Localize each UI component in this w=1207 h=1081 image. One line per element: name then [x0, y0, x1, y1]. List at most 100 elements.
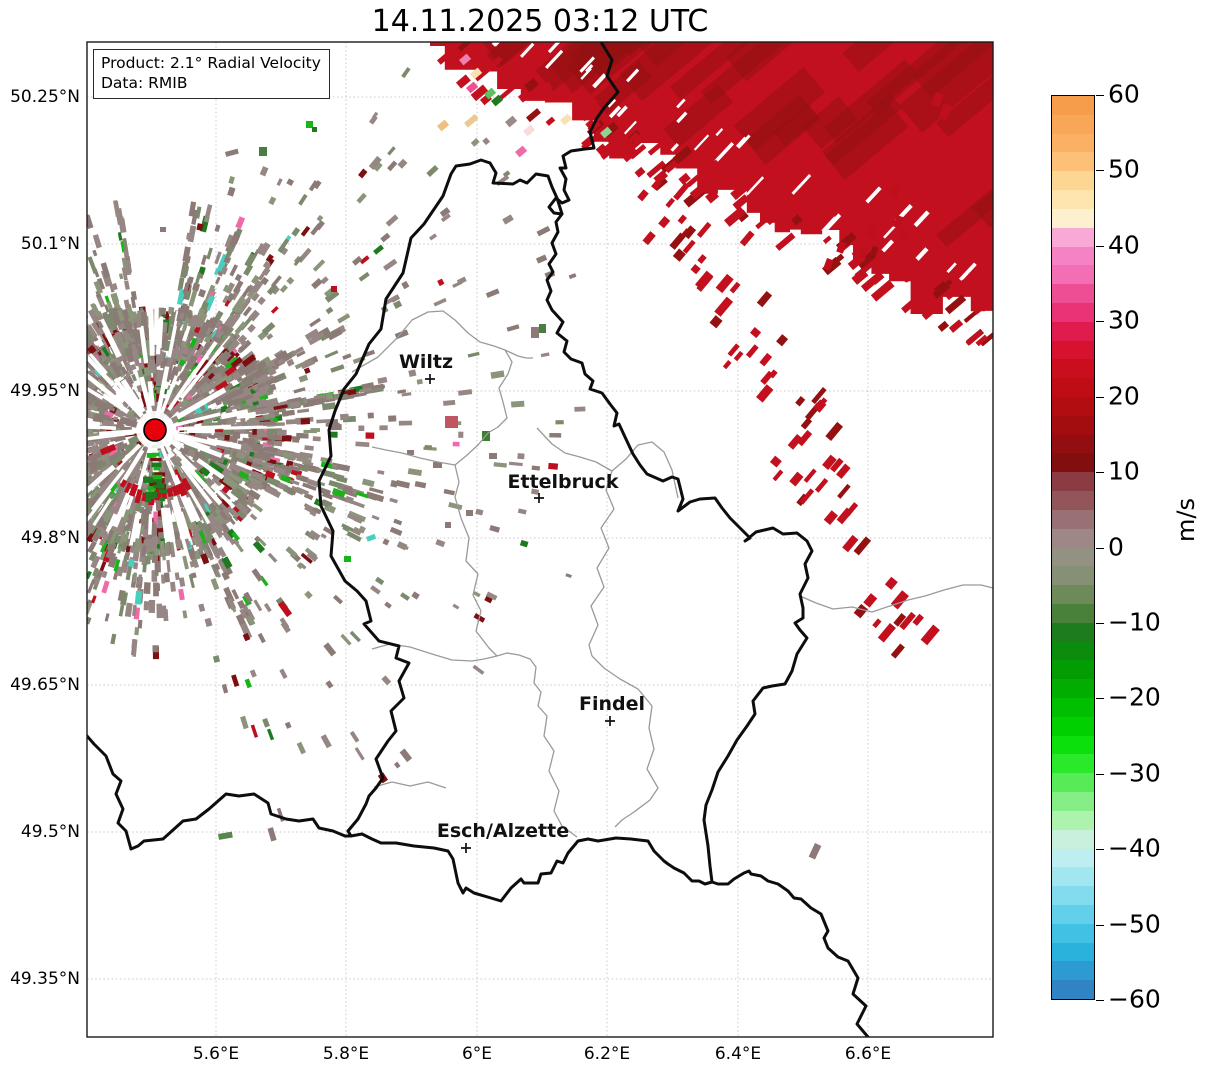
colorbar-band [1052, 152, 1094, 172]
colorbar-band [1052, 359, 1094, 379]
colorbar-tick-label: −40 [1108, 833, 1161, 863]
storm-edge-speck [466, 81, 479, 94]
echo-speck [445, 522, 451, 528]
colorbar-band [1052, 302, 1094, 322]
colorbar-band [1052, 829, 1094, 849]
echo-speck [225, 148, 239, 157]
colorbar-band [1052, 961, 1094, 981]
radar-site-dot-icon [143, 418, 167, 442]
colorbar-tick-mark [1096, 95, 1104, 96]
colorbar-band [1052, 622, 1094, 642]
colorbar-band [1052, 942, 1094, 962]
storm-edge-speck [490, 94, 504, 107]
city-layer: Wiltz Ettelbruck Findel Esch/Alzette [399, 351, 645, 853]
colorbar-band [1052, 810, 1094, 830]
echo-speck [489, 453, 497, 459]
country-border-line [710, 869, 870, 1037]
colorbar-band [1052, 472, 1094, 492]
x-tick-label: 5.6°E [192, 1044, 240, 1064]
echo-speck [344, 556, 351, 562]
colorbar-band [1052, 848, 1094, 868]
colorbar-band [1052, 133, 1094, 153]
echo-speck [218, 831, 233, 840]
storm-edge-speck [484, 87, 497, 100]
echo-speck [259, 147, 267, 156]
echo-speck [445, 416, 458, 428]
plot-frame [86, 41, 994, 1038]
city-label-esch-alzette: Esch/Alzette [437, 820, 569, 842]
colorbar-tick-label: −20 [1108, 682, 1161, 712]
colorbar-tick-label: −50 [1108, 908, 1161, 938]
country-border-line [317, 158, 814, 903]
colorbar-band [1052, 415, 1094, 435]
city-label-findel: Findel [579, 693, 645, 715]
colorbar-band [1052, 190, 1094, 209]
colorbar-tick-mark [1096, 924, 1104, 926]
colorbar-unit-label: m/s [1172, 498, 1200, 542]
colorbar-tick-label: −30 [1108, 758, 1161, 788]
district-border-line [591, 655, 659, 828]
colorbar-band [1052, 114, 1094, 134]
storm-edge-speck [523, 124, 536, 137]
colorbar-band [1052, 566, 1094, 586]
storm-edge-speck [436, 119, 450, 132]
radar-site [136, 411, 174, 449]
colorbar-tick-label: 60 [1108, 79, 1140, 109]
colorbar-tick-label: 50 [1108, 154, 1140, 184]
colorbar [1051, 95, 1095, 1000]
colorbar-tick-mark [1096, 396, 1104, 398]
echo-speck [312, 127, 317, 132]
echo-speck [823, 258, 834, 271]
colorbar-band [1052, 453, 1094, 473]
colorbar-band [1052, 923, 1094, 943]
isolated-echo-specks [160, 92, 952, 860]
colorbar-tick-mark [1096, 849, 1104, 851]
colorbar-band [1052, 528, 1094, 548]
colorbar-band [1052, 246, 1094, 266]
colorbar-tick-mark [1096, 547, 1104, 549]
radar-clutter-field [87, 67, 586, 842]
echo-speck [866, 223, 879, 239]
city-label-wiltz: Wiltz [399, 351, 453, 373]
district-border-line [454, 464, 498, 657]
colorbar-band [1052, 265, 1094, 285]
district-border-line [454, 349, 513, 466]
colorbar-band [1052, 96, 1094, 115]
x-tick-label: 6.2°E [583, 1044, 631, 1064]
x-tick-label: 6.6°E [844, 1044, 892, 1064]
colorbar-band [1052, 208, 1094, 228]
colorbar-band [1052, 378, 1094, 397]
echo-speck [306, 121, 313, 128]
y-tick-label: 49.95°N [10, 381, 80, 401]
echo-speck [888, 184, 901, 200]
storm-edge-speck [459, 53, 472, 66]
colorbar-band [1052, 340, 1094, 360]
district-border-line [588, 470, 615, 657]
colorbar-tick-label: −60 [1108, 984, 1161, 1014]
district-border-line [351, 310, 506, 373]
echo-speck [466, 510, 473, 516]
colorbar-band [1052, 980, 1094, 999]
city-marker-wiltz [425, 374, 435, 384]
echo-speck [433, 462, 442, 468]
district-borders [351, 310, 993, 838]
colorbar-band [1052, 547, 1094, 567]
city-marker-esch-alzette [461, 843, 471, 853]
district-border-line [504, 349, 533, 359]
colorbar-band [1052, 227, 1094, 247]
country-border-line [87, 734, 353, 851]
echo-speck [858, 245, 869, 259]
colorbar-band [1052, 171, 1094, 191]
colorbar-band [1052, 509, 1094, 529]
data-source-label: Data: RMIB [101, 74, 188, 93]
colorbar-band [1052, 641, 1094, 661]
colorbar-band [1052, 716, 1094, 736]
storm-edge-speck [560, 113, 573, 126]
colorbar-tick-mark [1096, 472, 1104, 474]
colorbar-tick-label: 10 [1108, 456, 1140, 486]
echo-speck [531, 327, 539, 338]
district-border-line [373, 781, 447, 789]
colorbar-tick-mark [1096, 622, 1104, 624]
echo-speck [366, 533, 377, 542]
